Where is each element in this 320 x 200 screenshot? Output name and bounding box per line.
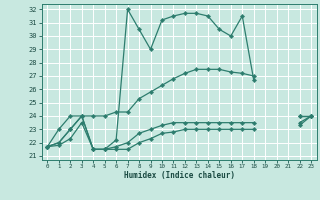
X-axis label: Humidex (Indice chaleur): Humidex (Indice chaleur) <box>124 171 235 180</box>
